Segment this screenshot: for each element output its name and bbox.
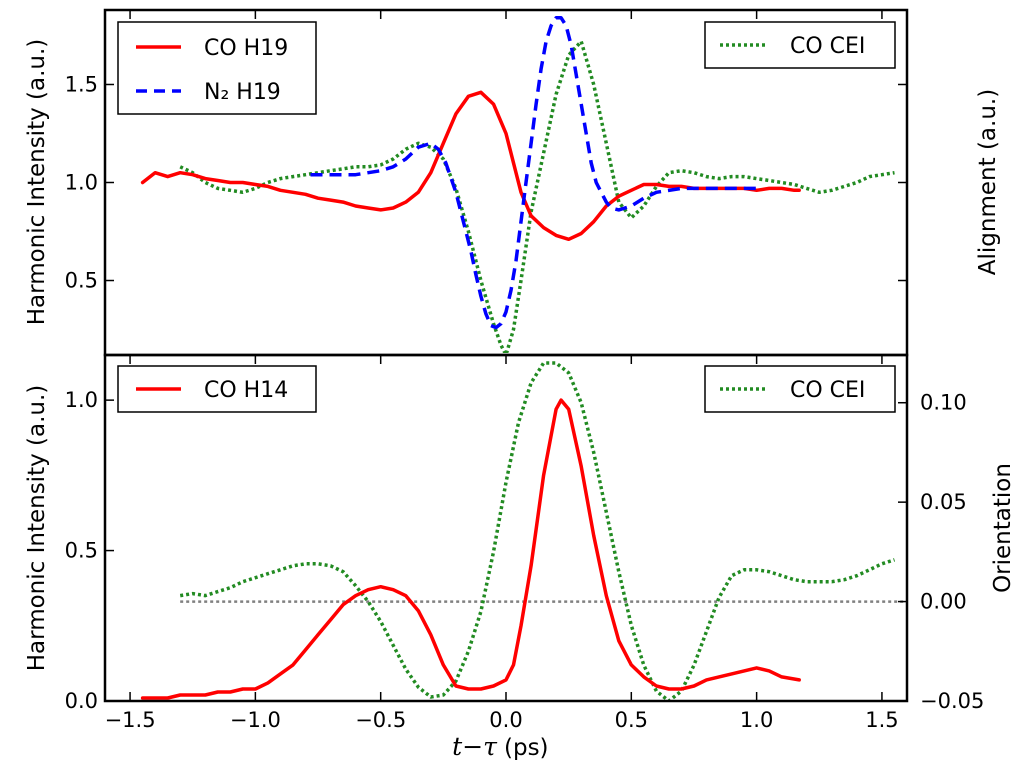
- xtick-label: −1.0: [230, 708, 281, 732]
- legend-label-co-cei-top: CO CEI: [790, 34, 865, 59]
- bottom-y-ticks-right: −0.05 0.00 0.05 0.10: [898, 391, 984, 713]
- bottom-legend-right: CO CEI: [704, 365, 896, 413]
- top-legend-right-box: [704, 21, 896, 69]
- bottom-plot-area: [140, 361, 907, 701]
- series-line-co-cei-top: [179, 39, 895, 353]
- top-legend-left: CO H19 N₂ H19: [117, 21, 317, 115]
- bottom-y-ticks: 0.0 0.5 1.0: [65, 388, 114, 713]
- top-plot-area: [140, 16, 895, 353]
- top-ytick-label: 1.0: [65, 171, 98, 195]
- top-ylabel-right: Alignment (a.u.): [975, 89, 1001, 275]
- legend-label-n2-h19: N₂ H19: [204, 80, 281, 105]
- xtick-label: 1.0: [740, 708, 773, 732]
- xtick-label: −0.5: [355, 708, 406, 732]
- bottom-ytick-label: 1.0: [65, 388, 98, 412]
- series-line-n2-h19: [310, 16, 757, 330]
- series-line-co-h14: [140, 398, 801, 700]
- bottom-ytick-label-right: 0.00: [920, 590, 967, 614]
- top-ytick-label: 1.5: [65, 72, 98, 96]
- legend-label-co-h14: CO H14: [204, 378, 288, 403]
- bottom-ytick-label: 0.0: [65, 689, 98, 713]
- bottom-ytick-label-right: 0.05: [920, 490, 967, 514]
- bottom-ytick-label: 0.5: [65, 539, 98, 563]
- bottom-ytick-label-right: 0.10: [920, 391, 967, 415]
- xtick-label: 1.5: [865, 708, 898, 732]
- x-axis-label-unit: (ps): [504, 735, 549, 761]
- top-ytick-label: 0.5: [65, 269, 98, 293]
- bottom-legend-right-box: [704, 365, 896, 413]
- legend-label-co-cei-bottom: CO CEI: [790, 378, 865, 403]
- xtick-label: −1.5: [105, 708, 156, 732]
- bottom-panel: 0.0 0.5 1.0 −0.05 0.00 0.05 0.10 −1.5 −1.0 −0.5…: [24, 353, 1016, 761]
- x-ticks: −1.5 −1.0 −0.5 0.0 0.5 1.0 1.5: [105, 355, 899, 732]
- top-panel: 0.5 1.0 1.5 Harmonic Intensity (a.u.) Alig…: [24, 8, 1001, 357]
- xtick-label: 0.5: [615, 708, 648, 732]
- bottom-ytick-label-right: −0.05: [920, 689, 984, 713]
- top-y-ticks: 0.5 1.0 1.5: [65, 10, 907, 293]
- bottom-legend-left: CO H14: [117, 365, 317, 413]
- series-line-co-cei-bottom: [179, 361, 896, 701]
- bottom-ylabel-left: Harmonic Intensity (a.u.): [24, 385, 50, 672]
- bottom-ylabel-right: Orientation: [990, 463, 1016, 593]
- top-legend-right: CO CEI: [704, 21, 896, 69]
- xtick-label: 0.0: [489, 708, 522, 732]
- x-axis-label-variable: t−τ: [452, 732, 498, 761]
- top-ylabel-left: Harmonic Intensity (a.u.): [24, 39, 50, 326]
- top-legend-left-box: [117, 21, 317, 115]
- legend-label-co-h19: CO H19: [204, 36, 288, 61]
